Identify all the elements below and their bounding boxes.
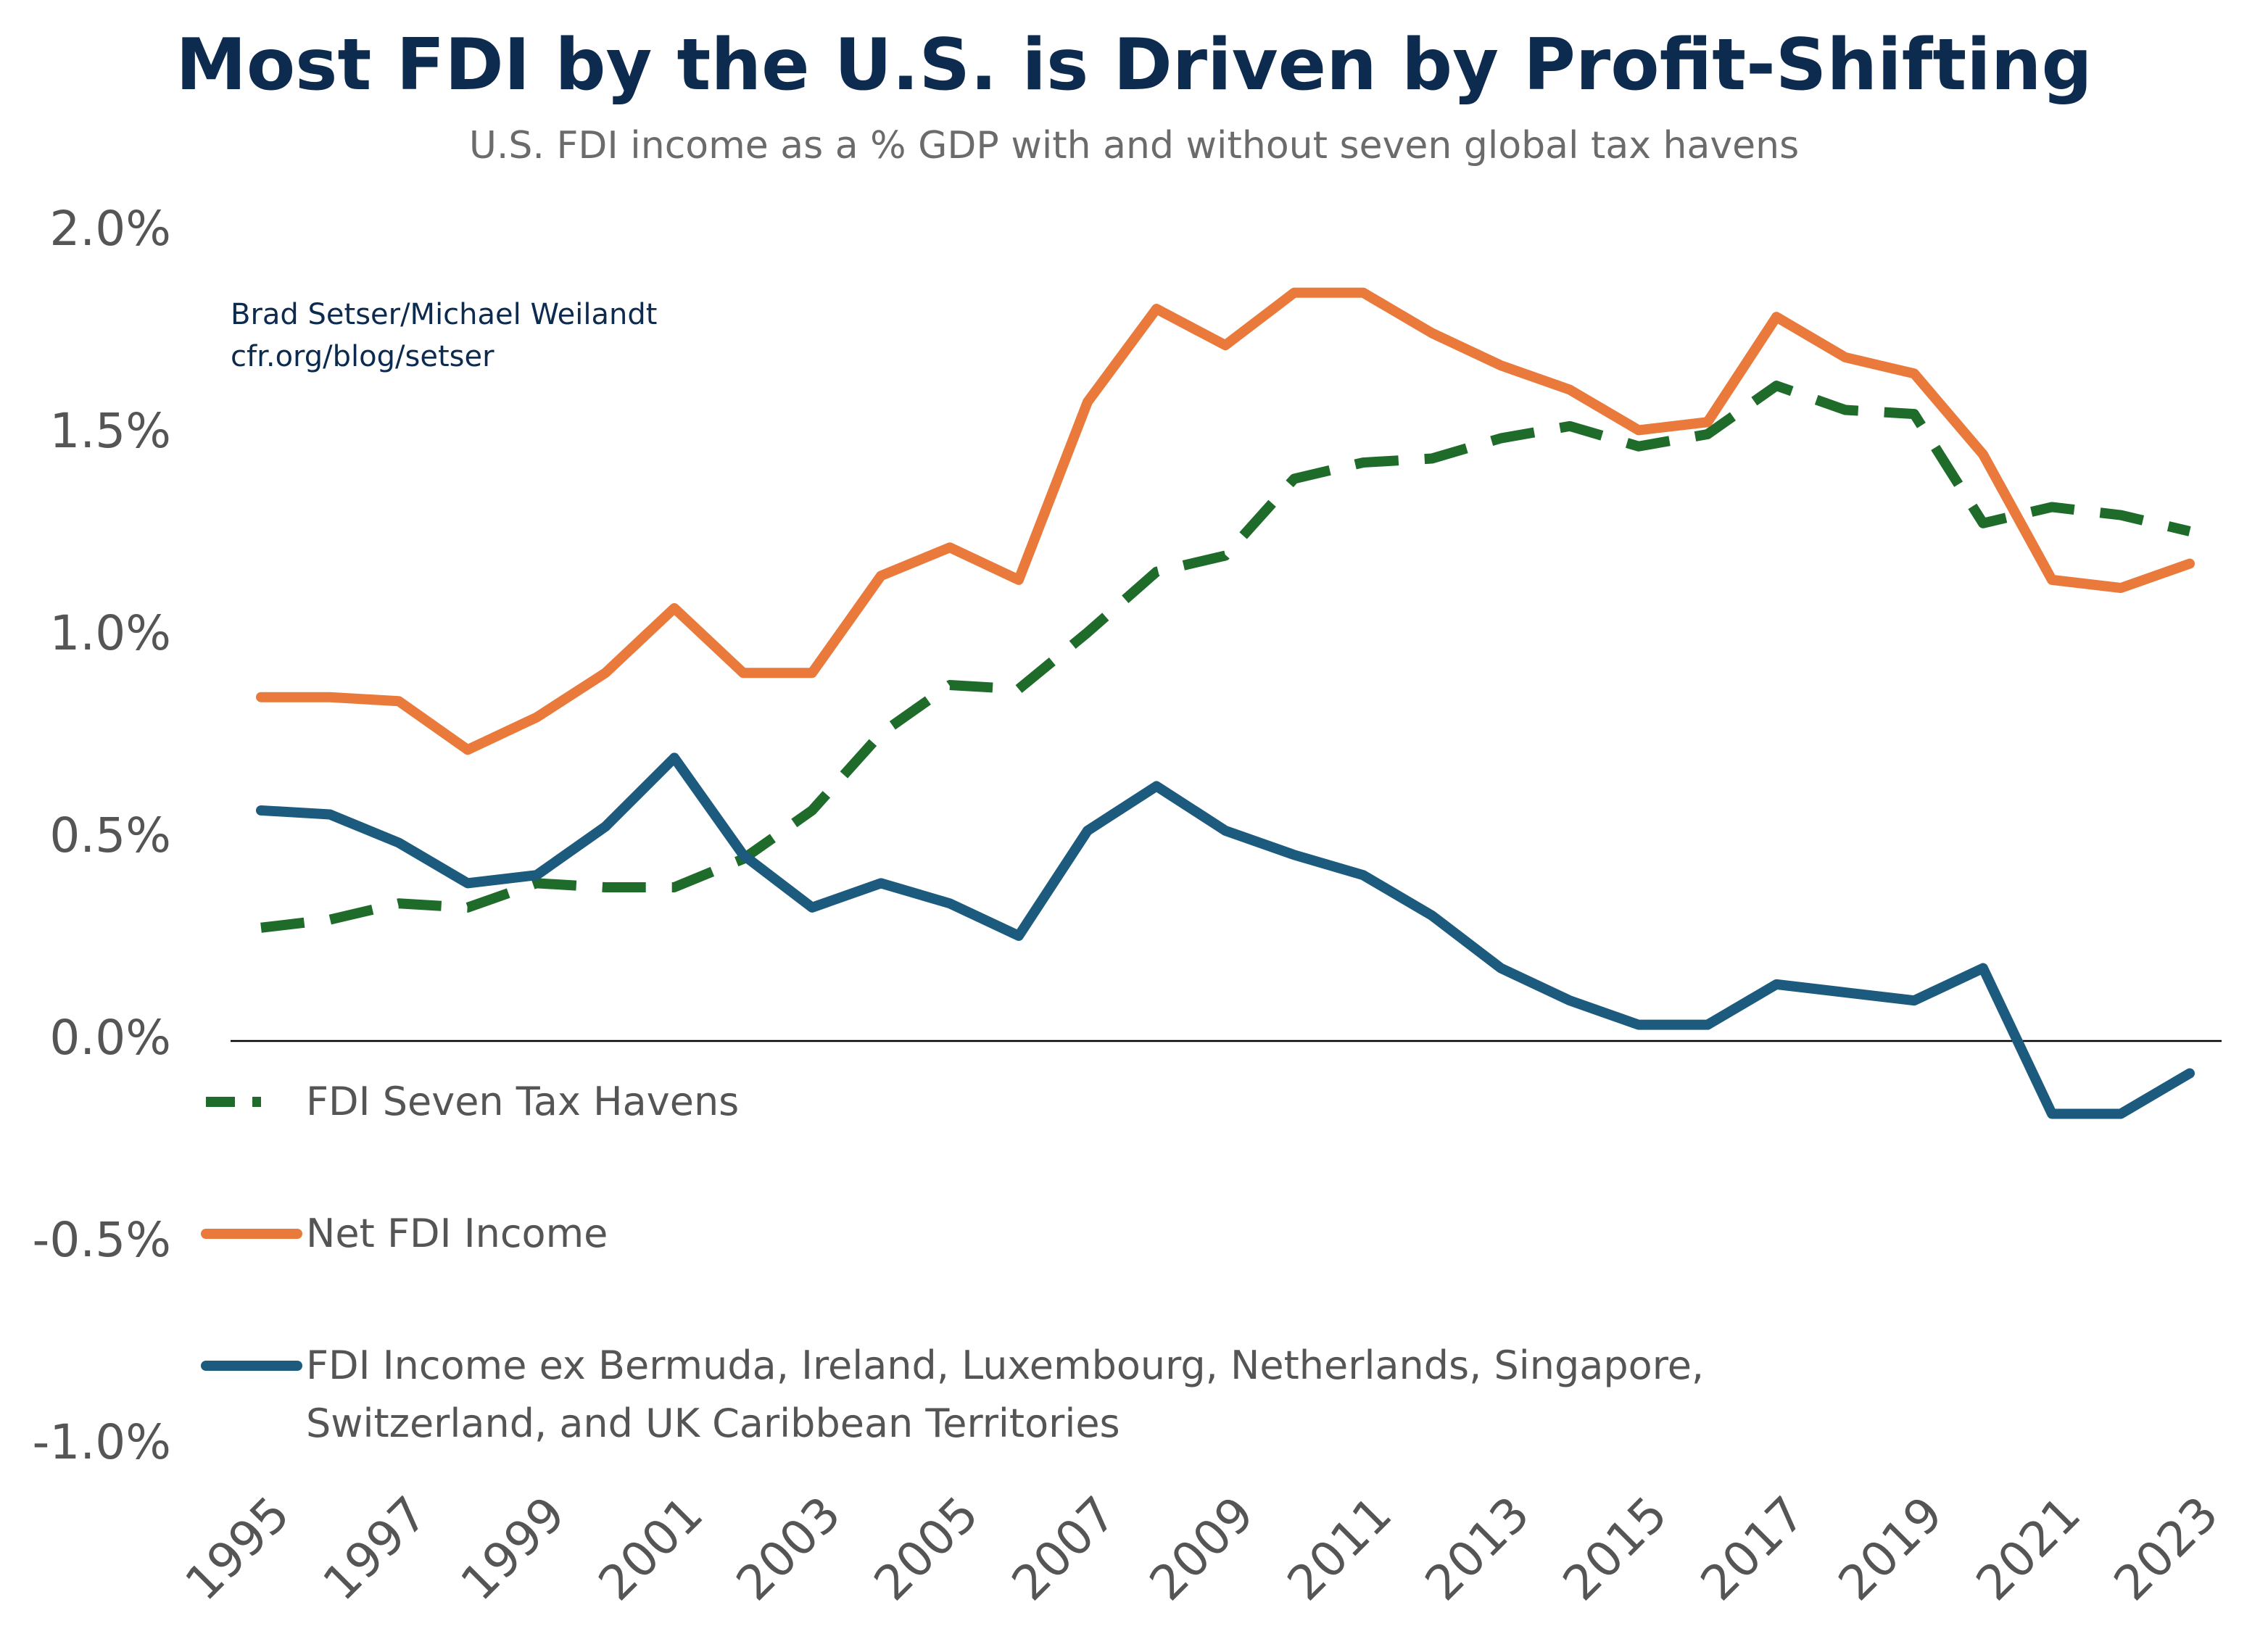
y-tick-label: 0.5% xyxy=(49,808,171,863)
x-tick-label: 1995 xyxy=(175,1486,300,1611)
x-tick-label: 2005 xyxy=(864,1486,989,1611)
series-line xyxy=(260,381,2191,933)
x-tick-label: 1999 xyxy=(450,1486,576,1611)
x-tick-label: 2019 xyxy=(1828,1486,1953,1611)
x-tick-label: 2023 xyxy=(2103,1486,2229,1611)
y-tick-label: 1.0% xyxy=(49,605,171,661)
series-line xyxy=(256,752,2195,1119)
series-line xyxy=(256,287,2195,755)
x-tick-label: 2013 xyxy=(1415,1486,1540,1611)
legend-label: Net FDI Income xyxy=(306,1211,608,1256)
y-tick-label: 2.0% xyxy=(49,201,171,257)
x-tick-label: 2011 xyxy=(1277,1486,1402,1611)
x-tick-label: 2007 xyxy=(1001,1486,1127,1611)
x-tick-label: 1997 xyxy=(313,1486,438,1611)
chart-title: Most FDI by the U.S. is Driven by Profit… xyxy=(175,24,2092,107)
legend-label: FDI Seven Tax Havens xyxy=(306,1079,740,1124)
chart-subtitle: U.S. FDI income as a % GDP with and with… xyxy=(469,124,1799,167)
y-tick-label: -0.5% xyxy=(33,1212,172,1268)
x-tick-label: 2009 xyxy=(1139,1486,1265,1611)
x-tick-label: 2001 xyxy=(588,1486,713,1611)
annotation: Brad Setser/Michael Weilandt xyxy=(231,298,657,331)
y-tick-label: -1.0% xyxy=(33,1414,172,1470)
y-tick-label: 1.5% xyxy=(49,403,171,459)
y-tick-label: 0.0% xyxy=(49,1010,171,1066)
legend-label: FDI Income ex Bermuda, Ireland, Luxembou… xyxy=(306,1343,1705,1446)
x-tick-label: 2015 xyxy=(1552,1486,1678,1611)
annotation: cfr.org/blog/setser xyxy=(231,340,494,373)
x-tick-label: 2021 xyxy=(1966,1486,2091,1611)
x-tick-label: 2017 xyxy=(1690,1486,1816,1611)
x-tick-label: 2003 xyxy=(726,1486,851,1611)
